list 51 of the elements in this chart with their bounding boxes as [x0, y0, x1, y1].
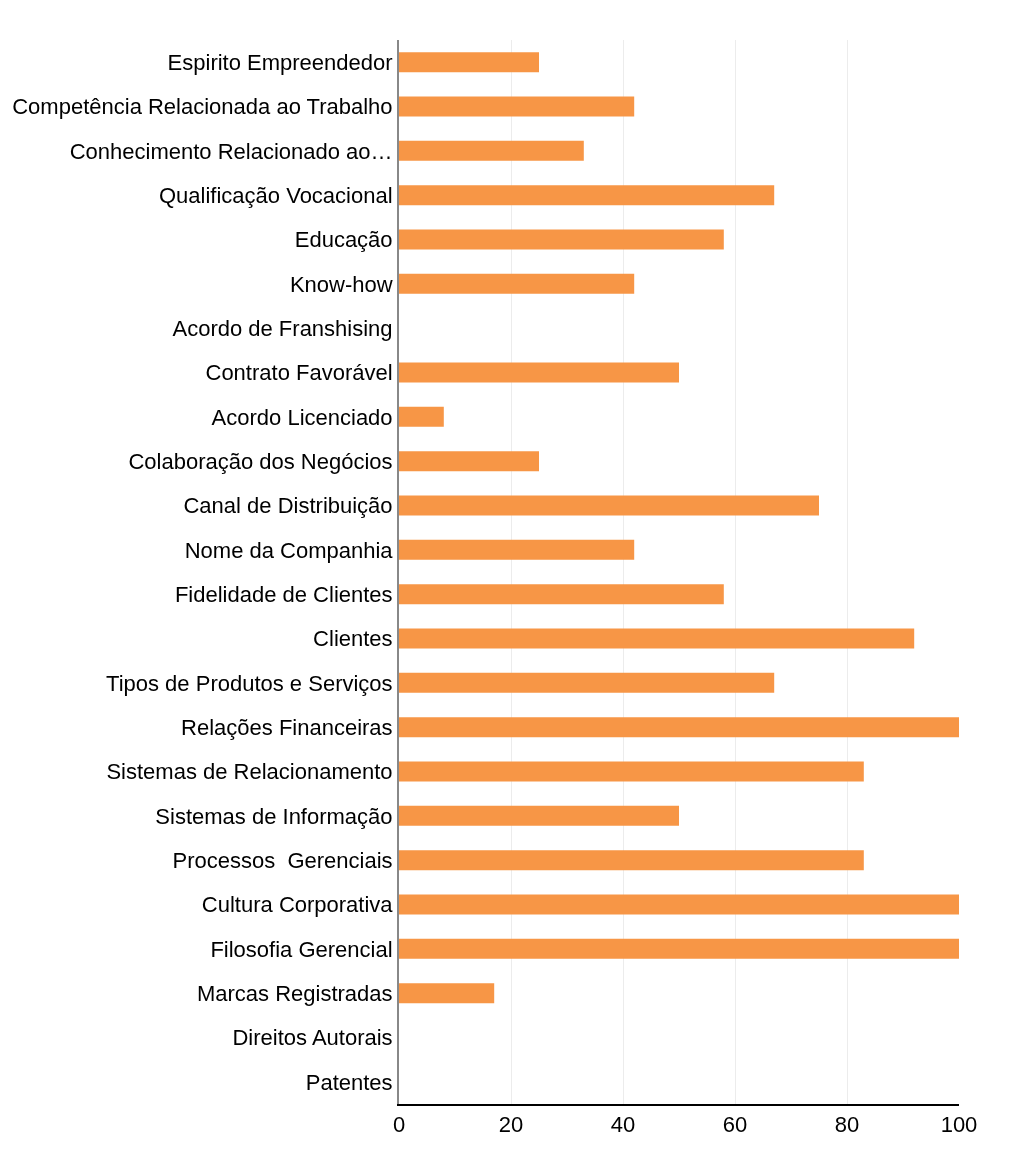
- y-tick-label: Fidelidade de Clientes: [174, 581, 393, 607]
- y-tick-label: Direitos Autorais: [232, 1025, 393, 1051]
- x-tick-label: 40: [610, 1112, 636, 1138]
- y-tick-label: Patentes: [305, 1069, 393, 1095]
- x-tick-label: 100: [940, 1112, 978, 1138]
- bar: [399, 495, 819, 516]
- y-tick-label: Sistemas de Informação: [155, 803, 393, 829]
- y-tick-label: Filosofia Gerencial: [210, 936, 393, 962]
- bar: [399, 539, 635, 560]
- bar: [399, 451, 539, 472]
- y-tick-label: Clientes: [313, 626, 393, 652]
- y-tick-label: Nome da Companhia: [184, 537, 394, 563]
- y-tick-label: Canal de Distribuição: [183, 493, 393, 519]
- y-tick-label: Colaboração dos Negócios: [128, 448, 393, 474]
- y-tick-label: Cultura Corporativa: [201, 892, 394, 918]
- y-tick-label: Sistemas de Relacionamento: [106, 759, 393, 785]
- y-tick-label: Know-how: [289, 271, 393, 297]
- bar: [399, 52, 539, 73]
- bar: [399, 983, 495, 1004]
- bar: [399, 850, 864, 871]
- bar: [399, 717, 959, 738]
- x-tick-label: 80: [834, 1112, 860, 1138]
- x-tick-label: 20: [498, 1112, 524, 1138]
- bar: [399, 584, 724, 605]
- bar: [399, 185, 775, 206]
- y-tick-label: Marcas Registradas: [196, 980, 393, 1006]
- bar: [399, 273, 635, 294]
- bar: [399, 805, 679, 826]
- bar: [399, 672, 775, 693]
- bar: [399, 894, 959, 915]
- y-tick-label: Contrato Favorável: [205, 360, 393, 386]
- y-tick-label: Espirito Empreendedor: [167, 49, 393, 75]
- bar: [399, 938, 959, 959]
- y-tick-label: Acordo de Franshising: [172, 315, 393, 341]
- y-tick-label: Educação: [294, 227, 393, 253]
- bar: [399, 628, 915, 649]
- bar: [399, 140, 584, 161]
- bar: [399, 362, 679, 383]
- bar: [399, 761, 864, 782]
- y-tick-label: Acordo Licenciado: [211, 404, 393, 430]
- bar: [399, 96, 635, 117]
- x-tick-label: 0: [392, 1112, 406, 1138]
- y-tick-label: Qualificação Vocacional: [159, 182, 393, 208]
- y-tick-label: Conhecimento Relacionado ao…: [69, 138, 393, 164]
- bar: [399, 229, 724, 250]
- x-tick-label: 60: [722, 1112, 748, 1138]
- bar: [399, 406, 444, 427]
- y-tick-label: Competência Relacionada ao Trabalho: [12, 94, 393, 120]
- y-tick-label: Tipos de Produtos e Serviços: [106, 670, 393, 696]
- y-tick-label: Relações Financeiras: [181, 714, 393, 740]
- y-tick-label: Processos Gerenciais: [172, 847, 393, 873]
